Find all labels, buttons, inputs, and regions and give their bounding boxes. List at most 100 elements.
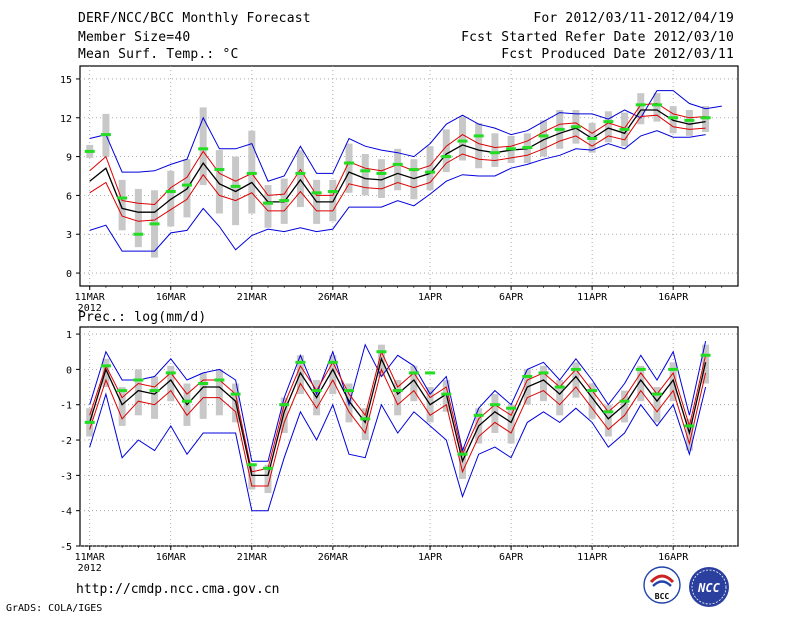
y-tick-label: -2 <box>60 436 72 447</box>
series-mean-line <box>89 356 707 477</box>
spread-box <box>540 365 548 402</box>
spread-box <box>442 129 450 173</box>
x-tick-label: 11MAR <box>75 552 106 563</box>
spread-box <box>199 107 207 186</box>
x-tick-label: 21MAR <box>237 292 268 303</box>
spread-box <box>458 447 466 479</box>
spread-box <box>280 397 288 433</box>
series-min-line <box>89 386 707 512</box>
spread-box <box>134 188 142 248</box>
series-upper-line <box>89 350 707 473</box>
spread-box <box>572 362 580 398</box>
panel-1: 11MAR 16MAR 21MAR 26MAR 1APR 6APR 11APR 16APR 20… <box>60 65 739 314</box>
spread-box <box>118 179 126 231</box>
spread-box <box>361 154 369 196</box>
spread-box <box>264 464 272 494</box>
x-tick-label: 11APR <box>577 292 608 303</box>
ncc-logo-text: NCC <box>697 581 720 595</box>
forecast-started-date: Fcst Started Refer Date 2012/03/10 <box>461 30 734 45</box>
series-max-line <box>89 340 707 462</box>
ncc-logo: NCC <box>689 567 729 607</box>
bcc-logo-text: BCC <box>655 592 670 601</box>
member-size-label: Member Size=40 <box>78 30 191 45</box>
x-tick-label: 26MAR <box>318 552 349 563</box>
grads-credit: GrADS: COLA/IGES <box>6 603 103 614</box>
spread-box <box>118 387 126 426</box>
x-year-label: 2012 <box>78 303 102 314</box>
spread-box <box>296 150 304 208</box>
spread-box <box>458 116 466 161</box>
y-tick-label: 0 <box>66 269 72 280</box>
forecast-period: For 2012/03/11-2012/04/19 <box>533 11 734 26</box>
spread-box <box>134 369 142 416</box>
series-max-line <box>89 90 722 182</box>
x-tick-label: 16MAR <box>156 552 187 563</box>
x-tick-label: 6APR <box>499 552 524 563</box>
x-tick-label: 26MAR <box>318 292 349 303</box>
x-tick-label: 16APR <box>658 552 689 563</box>
source-url[interactable]: http://cmdp.ncc.cma.gov.cn <box>76 582 280 597</box>
spread-box <box>248 464 256 490</box>
y-tick-label: -4 <box>60 507 72 518</box>
spread-box <box>167 365 175 402</box>
x-tick-label: 1APR <box>418 552 443 563</box>
series-mean-line <box>89 109 706 213</box>
spread-box <box>215 150 223 214</box>
spread-box <box>604 404 612 437</box>
spread-box <box>556 379 564 416</box>
spread-box <box>621 390 629 423</box>
y-tick-label: 0 <box>66 365 72 376</box>
spread-box <box>199 372 207 419</box>
x-tick-label: 11APR <box>577 552 608 563</box>
x-tick-label: 1APR <box>418 292 443 303</box>
series-min-line <box>89 130 706 252</box>
spread-box <box>361 408 369 441</box>
spread-box <box>540 120 548 157</box>
y-tick-label: 6 <box>66 191 72 202</box>
y-tick-label: -1 <box>60 401 72 412</box>
spread-box <box>296 355 304 395</box>
spread-box <box>426 146 434 191</box>
spread-box <box>637 93 645 125</box>
y-tick-label: 12 <box>60 114 72 125</box>
spread-box <box>264 185 272 228</box>
spread-box <box>685 110 693 136</box>
bcc-logo: BCC <box>643 566 681 604</box>
series-lower-line <box>89 114 706 222</box>
spread-box <box>151 376 159 419</box>
panel-2: 11MAR 16MAR 21MAR 26MAR 1APR 6APR 11APR 16APR 20… <box>60 326 739 574</box>
y-tick-label: 1 <box>66 330 72 341</box>
series-lower-line <box>89 367 707 487</box>
x-tick-label: 21MAR <box>237 552 268 563</box>
spread-box <box>102 358 110 388</box>
spread-box <box>410 365 418 402</box>
spread-box <box>637 365 645 402</box>
variable-label: Mean Surf. Temp.: °C <box>78 47 239 62</box>
y-tick-label: -5 <box>60 542 72 553</box>
spread-box <box>588 383 596 419</box>
y-tick-label: 3 <box>66 230 72 241</box>
spread-box <box>329 355 337 395</box>
spread-box <box>604 111 612 143</box>
x-year-label: 2012 <box>78 563 102 574</box>
plot-frame <box>79 326 739 547</box>
spread-box <box>394 148 402 191</box>
x-tick-label: 16APR <box>658 292 689 303</box>
spread-box <box>394 379 402 416</box>
precip-panel-title: Prec.: log(mm/d) <box>78 310 207 325</box>
spread-box <box>653 93 661 122</box>
y-tick-label: 9 <box>66 153 72 164</box>
chart-title: DERF/NCC/BCC Monthly Forecast <box>78 11 311 26</box>
spread-box <box>507 404 515 444</box>
forecast-produced-date: Fcst Produced Date 2012/03/11 <box>501 47 734 62</box>
y-tick-label: -3 <box>60 471 72 482</box>
spread-box <box>345 143 353 193</box>
x-tick-label: 6APR <box>499 292 524 303</box>
x-tick-label: 16MAR <box>156 292 187 303</box>
x-tick-label: 11MAR <box>75 292 106 303</box>
spread-box <box>491 394 499 433</box>
spread-box <box>653 387 661 423</box>
spread-box <box>215 369 223 416</box>
y-tick-label: 15 <box>60 75 72 86</box>
